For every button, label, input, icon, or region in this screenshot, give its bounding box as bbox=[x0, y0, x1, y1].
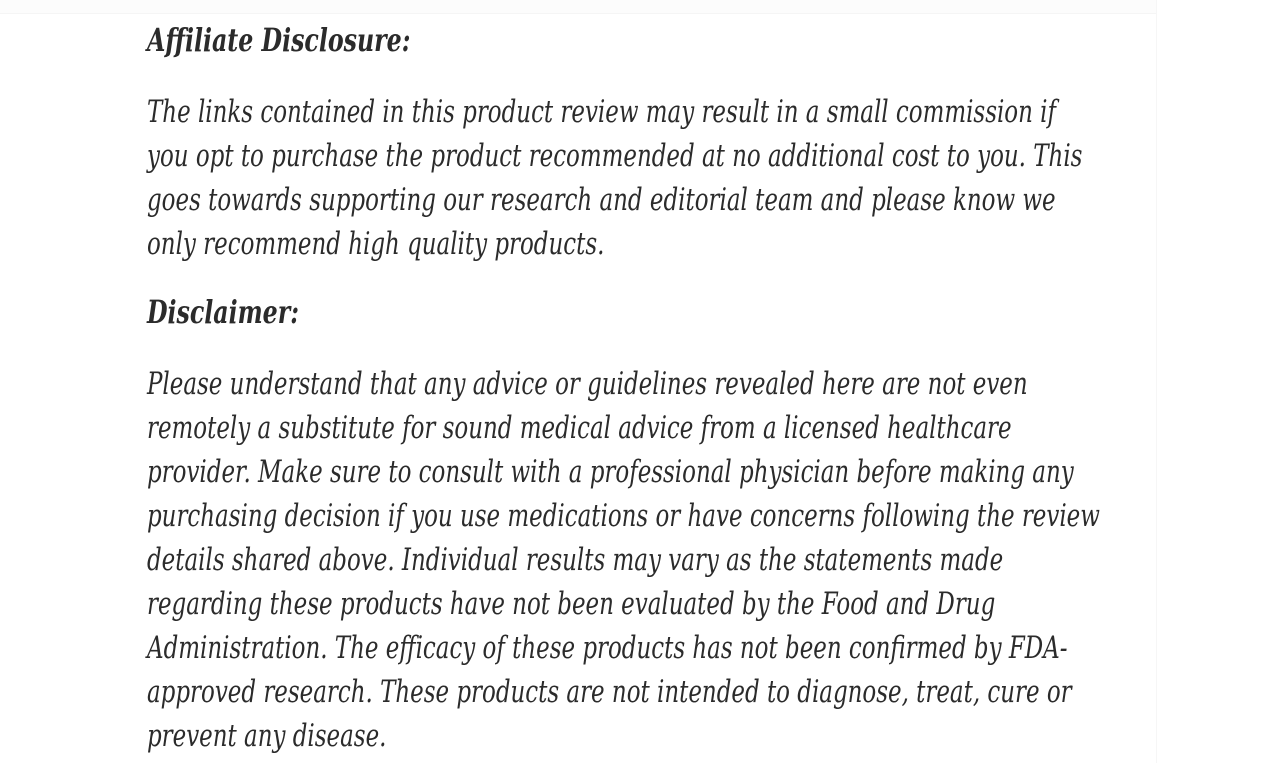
paragraph-line: remotely a substitute for sound medical … bbox=[147, 410, 1012, 446]
paragraph-line: regarding these products have not been e… bbox=[147, 586, 996, 622]
paragraph-line: only recommend high quality products. bbox=[147, 226, 605, 262]
paragraph-line: The links contained in this product revi… bbox=[147, 94, 1057, 130]
paragraph-line: goes towards supporting our research and… bbox=[147, 182, 1056, 218]
affiliate-disclosure-paragraph: The links contained in this product revi… bbox=[147, 90, 1157, 266]
page-top-margin-strip bbox=[0, 0, 1156, 14]
paragraph-line: prevent any disease. bbox=[147, 718, 387, 754]
content-column-right-seam bbox=[1156, 0, 1157, 763]
disclaimer-section: Disclaimer: Please understand that any a… bbox=[147, 290, 1157, 758]
paragraph-line: provider. Make sure to consult with a pr… bbox=[147, 454, 1074, 490]
affiliate-disclosure-heading: Affiliate Disclosure: bbox=[147, 21, 411, 59]
paragraph-line: Administration. The efficacy of these pr… bbox=[147, 630, 1068, 666]
paragraph-line: details shared above. Individual results… bbox=[147, 542, 1004, 578]
article-content: Affiliate Disclosure: The links containe… bbox=[147, 18, 1157, 782]
paragraph-line: Please understand that any advice or gui… bbox=[147, 366, 1028, 402]
paragraph-line: you opt to purchase the product recommen… bbox=[147, 138, 1083, 174]
affiliate-disclosure-section: Affiliate Disclosure: The links containe… bbox=[147, 18, 1157, 266]
paragraph-line: approved research. These products are no… bbox=[147, 674, 1072, 710]
disclaimer-paragraph: Please understand that any advice or gui… bbox=[147, 362, 1157, 758]
disclaimer-heading: Disclaimer: bbox=[147, 293, 299, 331]
paragraph-line: purchasing decision if you use medicatio… bbox=[147, 498, 1100, 534]
